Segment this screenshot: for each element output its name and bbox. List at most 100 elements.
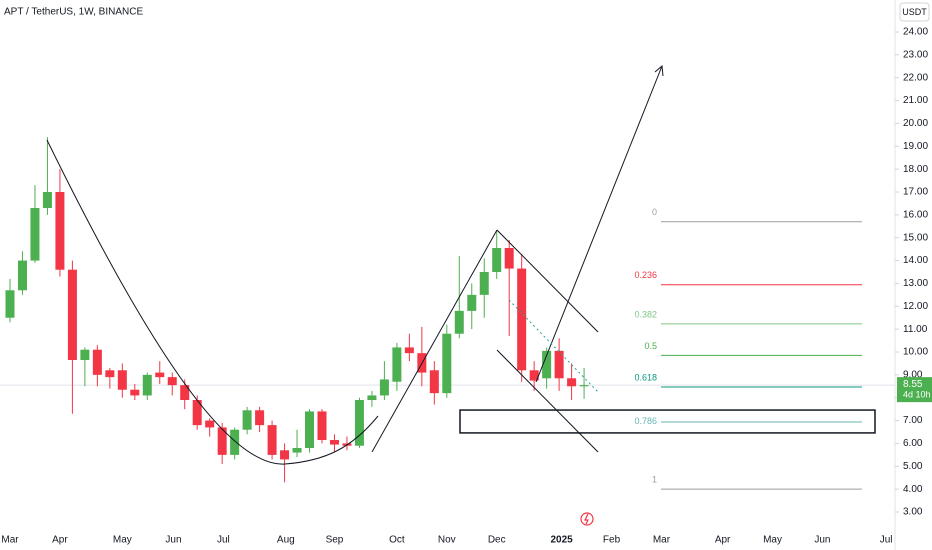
- candle-body: [80, 349, 90, 360]
- candle: [442, 324, 452, 398]
- candle-body: [167, 377, 177, 386]
- candle: [255, 406, 265, 432]
- candle: [392, 342, 402, 391]
- candle-body: [554, 350, 564, 379]
- currency-box[interactable]: [899, 2, 930, 22]
- y-tick-label: 20.00: [903, 118, 928, 129]
- y-tick-label: 19.00: [903, 141, 928, 152]
- candle: [205, 418, 215, 437]
- candle: [517, 253, 527, 382]
- y-tick-label: 21.00: [903, 95, 928, 106]
- candle: [504, 240, 514, 336]
- candle: [67, 260, 77, 414]
- dotted-path: [508, 299, 599, 393]
- candle: [117, 363, 127, 398]
- y-tick-label: 22.00: [903, 72, 928, 83]
- y-tick-label: 12.00: [903, 301, 928, 312]
- x-tick-label: 2025: [550, 535, 573, 546]
- candle-body: [130, 389, 140, 396]
- fib-label: 0.382: [634, 309, 657, 319]
- candle: [155, 361, 165, 384]
- candle: [105, 368, 115, 389]
- candle-body: [454, 310, 464, 334]
- candle-body: [517, 268, 527, 371]
- candle: [567, 363, 577, 400]
- candle: [130, 384, 140, 400]
- candle: [292, 429, 302, 458]
- x-tick-label: Jun: [814, 535, 830, 546]
- x-tick-label: Feb: [603, 535, 621, 546]
- candle-body: [317, 411, 327, 440]
- candle: [429, 361, 439, 405]
- fib-label: 1: [652, 475, 657, 485]
- candle-body: [542, 350, 552, 379]
- candle: [379, 361, 389, 400]
- x-tick-label: May: [113, 535, 132, 546]
- candle: [280, 443, 290, 483]
- candle-body: [17, 260, 27, 291]
- x-tick-label: Apr: [715, 535, 731, 546]
- x-tick-label: Jun: [165, 535, 181, 546]
- candle-body: [67, 269, 77, 360]
- candle: [305, 409, 315, 453]
- candle: [55, 169, 65, 277]
- candle-body: [192, 400, 202, 426]
- y-tick-label: 23.00: [903, 49, 928, 60]
- candle: [5, 278, 15, 323]
- fib-label: 0: [652, 207, 657, 217]
- candle: [167, 372, 177, 396]
- candle: [230, 427, 240, 460]
- trend-line: [371, 229, 498, 453]
- candle-body: [280, 450, 290, 460]
- candle: [80, 347, 90, 387]
- y-tick-label: 5.00: [903, 461, 923, 472]
- candle-body: [55, 192, 65, 270]
- candle-body: [217, 427, 227, 455]
- channel-top: [496, 229, 599, 333]
- x-tick-label: Mar: [1, 535, 19, 546]
- zone-box: [459, 409, 876, 434]
- candle-body: [354, 400, 364, 446]
- candle: [192, 395, 202, 430]
- candle-body: [442, 333, 452, 394]
- candle-body: [105, 370, 115, 378]
- candle: [242, 406, 252, 435]
- y-tick-label: 6.00: [903, 438, 923, 449]
- y-tick-label: 11.00: [903, 324, 928, 335]
- x-tick-label: Jul: [880, 535, 893, 546]
- candle-body: [155, 372, 165, 378]
- x-tick-label: Oct: [389, 535, 405, 546]
- y-tick-label: 10.00: [903, 347, 928, 358]
- flash-icon[interactable]: [580, 512, 594, 526]
- candle: [142, 372, 152, 400]
- y-tick-label: 13.00: [903, 278, 928, 289]
- fib-label: 0.618: [634, 372, 657, 382]
- candle-body: [267, 425, 277, 455]
- y-tick-label: 7.00: [903, 415, 923, 426]
- x-tick-label: Jul: [217, 535, 230, 546]
- candle-body: [392, 347, 402, 382]
- arrow-head: [654, 64, 664, 77]
- candle: [579, 368, 589, 399]
- candle: [367, 390, 377, 407]
- candle-body: [230, 429, 240, 455]
- candle-body: [379, 379, 389, 396]
- x-tick-label: Apr: [52, 535, 68, 546]
- candle: [30, 185, 40, 263]
- candle: [479, 258, 489, 318]
- candle-body: [292, 448, 302, 453]
- x-tick-label: May: [763, 535, 782, 546]
- candle-body: [467, 294, 477, 311]
- y-tick-label: 15.00: [903, 232, 928, 243]
- last-price-tag: [897, 377, 932, 403]
- x-tick-label: Mar: [653, 535, 671, 546]
- candle: [404, 333, 414, 362]
- flash-circle[interactable]: [580, 512, 594, 526]
- candle-body: [504, 248, 514, 269]
- candle-body: [367, 395, 377, 400]
- last-price: 8.55: [903, 379, 923, 390]
- candle-body: [255, 410, 265, 426]
- drawings: [46, 64, 664, 465]
